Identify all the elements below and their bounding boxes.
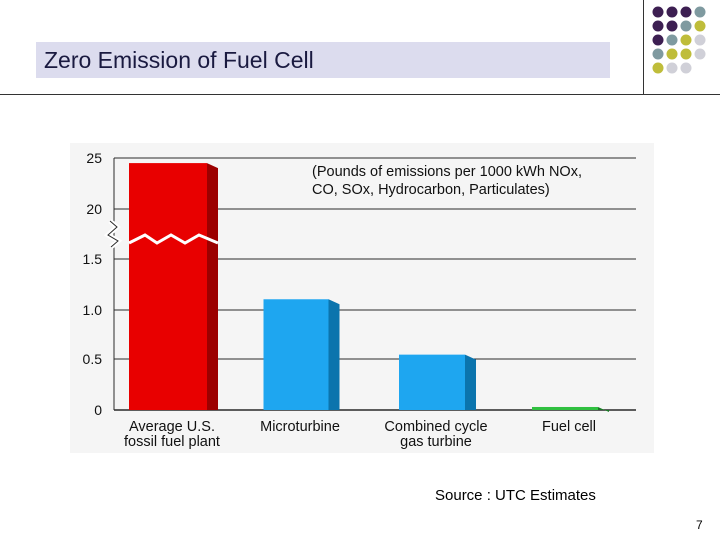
decor-dot [694,20,706,32]
title-bar [36,42,610,78]
decor-dot [652,34,664,46]
source-note: Source : UTC Estimates [435,487,596,504]
x-category-label: Fuel cell [542,419,596,435]
bar [532,406,598,410]
decor-dot [680,6,692,18]
page-number: 7 [696,518,703,532]
decor-dot [652,48,664,60]
decor-dot [652,6,664,18]
bar-side [328,299,340,410]
bar [263,299,329,410]
bar-side [465,354,476,410]
decor-dot [680,62,692,74]
x-category-label: gas turbine [400,434,472,450]
bar-side [598,406,609,412]
bar [399,354,465,410]
decor-dot [694,34,706,46]
decor-dot [666,62,678,74]
x-category-label: Combined cycle [384,419,487,435]
bar-break-mark [128,233,219,245]
y-tick-label: 20 [86,201,102,217]
x-category-label: fossil fuel plant [124,434,220,450]
y-tick-label: 25 [86,150,102,166]
decor-dot [680,34,692,46]
decor-dot [694,48,706,60]
axis-break [107,220,119,248]
chart-annotation: CO, SOx, Hydrocarbon, Particulates) [312,182,550,198]
bar-side [207,163,218,410]
decor-dot [680,20,692,32]
y-tick-label: 0 [94,402,102,418]
emissions-chart: 25 20 1.5 1.0 0.5 0 Average U.S. fossil fuel pl… [70,143,654,453]
x-category-label: Average U.S. [129,419,215,435]
chart-svg: 25 20 1.5 1.0 0.5 0 Average U.S.fossil fuel pl… [70,143,654,453]
slide-title: Zero Emission of Fuel Cell [44,47,314,73]
chart-annotation: (Pounds of emissions per 1000 kWh NOx, [312,164,582,180]
y-tick-label: 1.5 [83,251,103,267]
decor-dot [666,34,678,46]
bar [129,163,207,410]
decor-dot [666,20,678,32]
decor-dot [694,6,706,18]
decor-dot [652,20,664,32]
header-vertical-divider [643,0,644,94]
decorative-dot-grid [652,6,706,74]
x-category-label: Microturbine [260,419,340,435]
decor-dot [680,48,692,60]
decor-dot [666,48,678,60]
y-tick-label: 0.5 [83,351,103,367]
y-tick-label: 1.0 [83,302,103,318]
header-divider [0,94,720,95]
decor-dot [652,62,664,74]
decor-dot [666,6,678,18]
